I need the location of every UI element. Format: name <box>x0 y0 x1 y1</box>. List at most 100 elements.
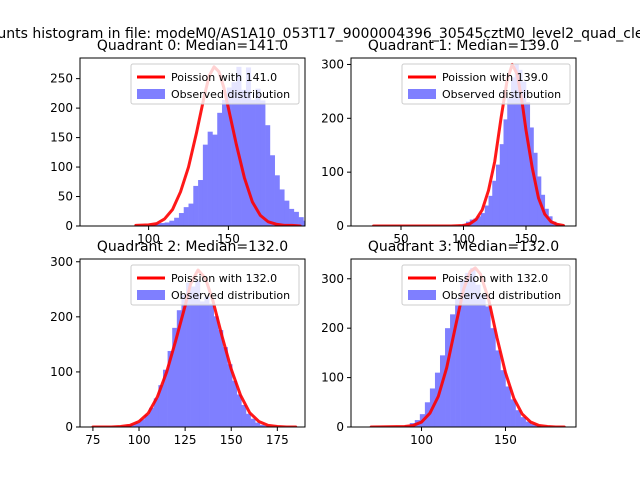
histogram-bar <box>500 370 506 427</box>
x-tick-label: 75 <box>85 433 100 447</box>
histogram-bar <box>135 422 141 427</box>
histogram-bar <box>530 424 537 427</box>
y-tick-label: 100 <box>50 365 73 379</box>
histogram-bar <box>465 272 471 427</box>
histogram-bar <box>227 364 233 427</box>
histogram-bar <box>172 327 178 427</box>
histogram-bar <box>218 330 224 427</box>
histogram-bar <box>213 316 219 427</box>
histogram-bar <box>499 144 504 226</box>
histogram-bar <box>303 220 305 226</box>
legend: Poission with 132.0 Observed distribution <box>401 264 571 306</box>
x-tick-label: 100 <box>137 232 160 246</box>
histogram-bar <box>176 310 182 427</box>
histogram-bar <box>231 82 237 226</box>
histogram-bar <box>236 66 242 226</box>
y-tick-label: 50 <box>58 190 73 204</box>
histogram-bar <box>164 222 170 226</box>
legend-hist-label: Observed distribution <box>171 289 290 302</box>
subplot-quadrant-3: Quadrant 3: Median=132.0 100 150 0 100 200 300… <box>321 239 577 447</box>
histogram-bar <box>217 112 223 226</box>
histogram-bar <box>186 282 191 427</box>
y-tick-label: 200 <box>50 101 73 115</box>
histogram-bar <box>195 280 201 427</box>
histogram-bar <box>178 213 185 226</box>
histogram-bar <box>255 422 261 427</box>
histogram-bar <box>480 294 486 427</box>
legend-bar-swatch <box>137 89 165 99</box>
histogram-bar <box>130 424 136 427</box>
histogram-bar <box>490 328 496 427</box>
histogram-bar <box>470 267 476 427</box>
histogram-bar <box>520 417 526 427</box>
histogram-bar <box>518 69 523 226</box>
legend-bar-swatch <box>408 89 436 99</box>
histogram-bar <box>522 81 527 226</box>
x-tick-label: 100 <box>128 433 151 447</box>
subplot-title: Quadrant 0: Median=141.0 <box>97 38 288 54</box>
histogram-bar <box>313 225 318 226</box>
histogram-bar <box>445 328 451 427</box>
legend-hist-label: Observed distribution <box>442 88 561 101</box>
histogram-bar <box>159 223 165 226</box>
histogram-bar <box>204 297 210 427</box>
histogram-bar <box>207 131 213 226</box>
legend-box <box>130 264 300 306</box>
histogram-bar <box>269 155 275 226</box>
histogram-bar <box>505 386 511 427</box>
histogram-bar <box>481 213 486 226</box>
subplot-title: Quadrant 3: Median=132.0 <box>368 239 559 255</box>
histogram-bar <box>174 217 180 226</box>
histogram-bar <box>450 314 456 427</box>
y-tick-label: 200 <box>50 310 73 324</box>
histogram-bar <box>284 200 290 226</box>
y-tick-label: 100 <box>321 371 344 385</box>
subplot-quadrant-2: Quadrant 2: Median=132.0 75 100 125 150 175 0 1… <box>50 239 306 447</box>
legend-box <box>130 63 300 105</box>
subplot-quadrant-1: Quadrant 1: Median=139.0 50 100 150 0 100 200 3… <box>321 38 577 246</box>
axes-frame <box>350 258 577 428</box>
subplot-quadrant-0: Quadrant 0: Median=141.0 100 150 0 50 100 150 2… <box>50 38 318 246</box>
legend: Poission with 132.0 Observed distribution <box>130 264 300 306</box>
legend-box <box>401 63 571 105</box>
histogram-bar <box>139 419 145 427</box>
histogram-bar <box>259 424 265 427</box>
figure-suptitle: Counts histogram in file: modeM0/AS1A10_… <box>0 26 640 42</box>
histogram-bar <box>515 410 521 427</box>
histogram-bar <box>510 399 516 427</box>
histogram-bar <box>209 303 215 427</box>
histogram-bar <box>503 119 508 226</box>
histogram-bar <box>158 385 164 427</box>
histogram-bar <box>232 380 238 427</box>
histogram-bar <box>222 347 228 427</box>
plot-area <box>91 268 298 427</box>
legend-fit-label: Poission with 132.0 <box>171 272 277 285</box>
y-tick-label: 200 <box>321 321 344 335</box>
legend: Poission with 141.0 Observed distribution <box>130 63 300 105</box>
histogram-bar <box>190 286 196 427</box>
legend-bar-swatch <box>137 290 165 300</box>
subplot-title: Quadrant 1: Median=139.0 <box>368 38 559 54</box>
histogram-bar <box>169 220 175 226</box>
histogram-bar <box>265 125 271 226</box>
y-tick-label: 300 <box>50 255 73 269</box>
histogram-bar <box>260 100 266 226</box>
x-tick-label: 125 <box>174 433 197 447</box>
x-tick-label: 100 <box>410 433 433 447</box>
legend-hist-label: Observed distribution <box>171 88 290 101</box>
axes-frame <box>79 258 306 428</box>
histogram-bar <box>514 64 519 226</box>
histogram-bar <box>222 99 228 226</box>
histogram-bar <box>298 217 304 226</box>
histogram-bar <box>241 404 247 427</box>
histogram-bar <box>183 207 189 226</box>
histogram-bar <box>484 205 489 226</box>
histogram-bar <box>202 144 208 226</box>
legend-bar-swatch <box>408 290 436 300</box>
histogram-bar <box>212 134 218 226</box>
histogram-bar <box>245 67 252 226</box>
legend-fit-label: Poission with 139.0 <box>442 71 548 84</box>
legend: Poission with 139.0 Observed distribution <box>401 63 571 105</box>
x-tick-label: 150 <box>220 433 243 447</box>
histogram-bar <box>495 350 501 427</box>
